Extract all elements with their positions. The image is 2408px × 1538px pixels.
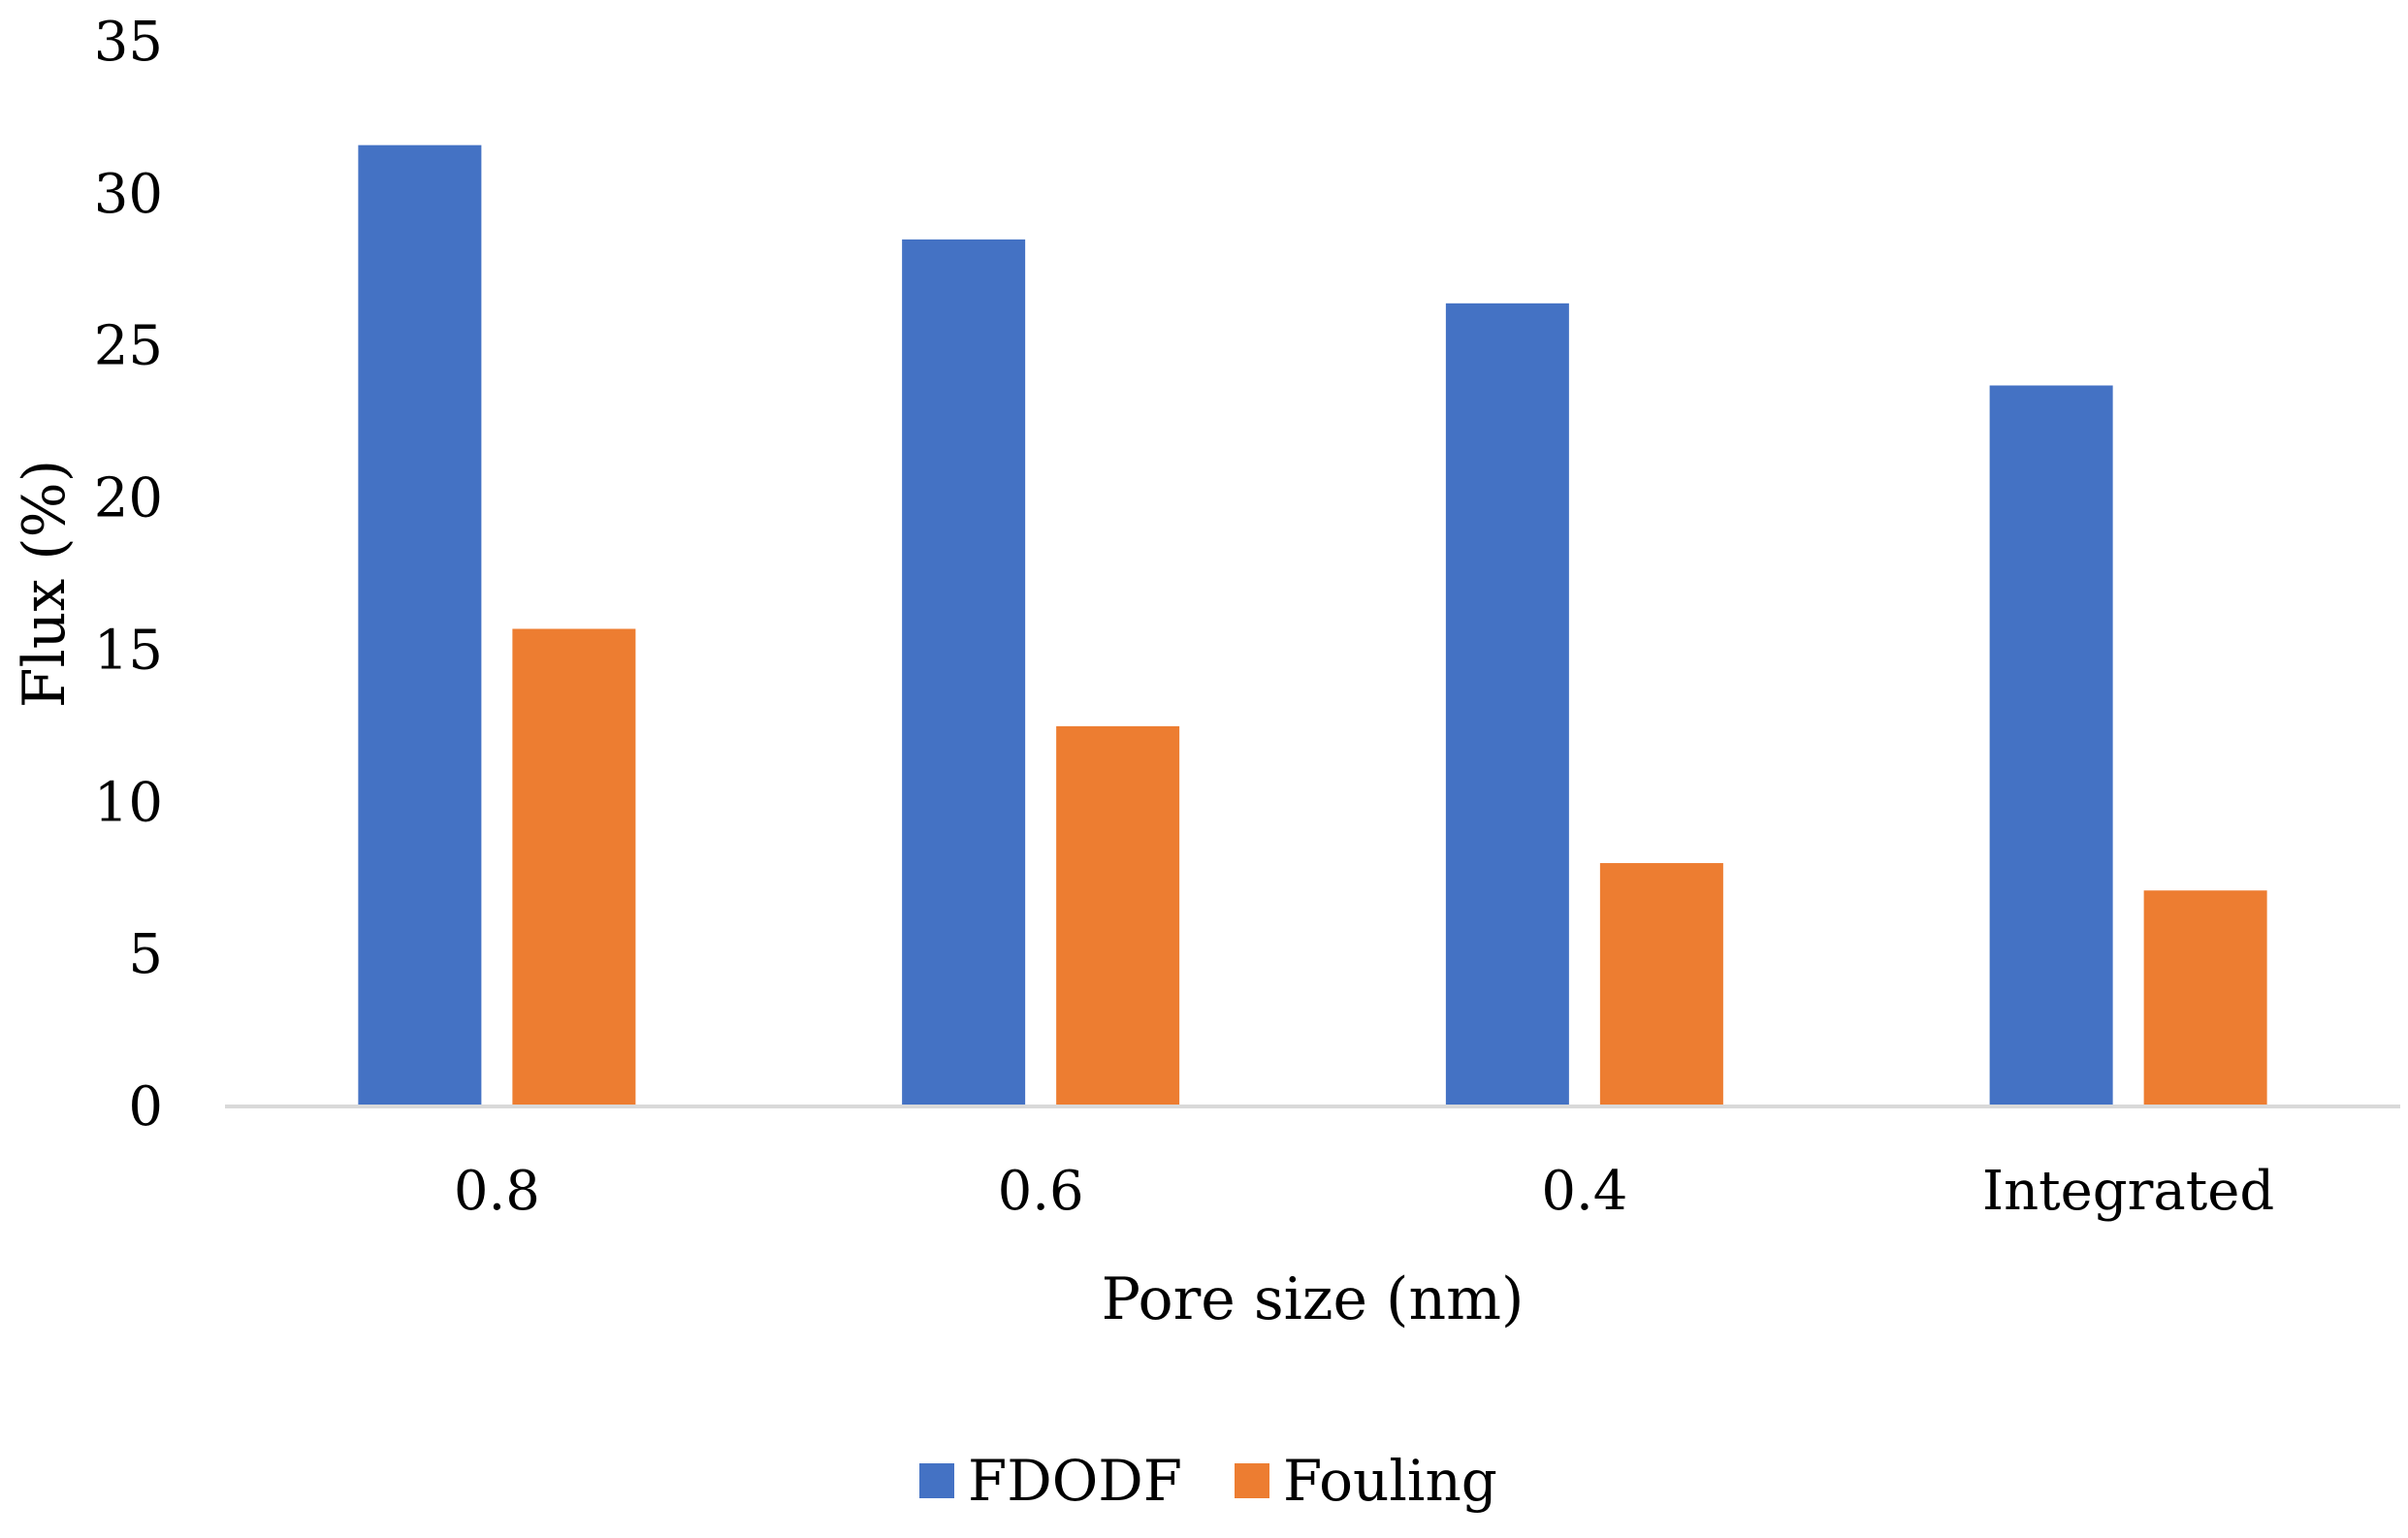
x-axis-title: Pore size (nm) (1102, 1266, 1525, 1333)
bars (358, 144, 2267, 1107)
y-tick-label: 30 (94, 163, 163, 226)
legend: FDODF Fouling (919, 1448, 1497, 1514)
legend-swatch-fdodf (919, 1463, 954, 1498)
y-tick-label: 25 (94, 315, 163, 378)
bar-fdodf-integrated (1989, 385, 2113, 1106)
y-tick-label: 20 (94, 467, 163, 530)
y-tick-label: 0 (128, 1075, 163, 1138)
x-tick-label: 0.8 (454, 1160, 540, 1223)
y-tick-label: 35 (94, 11, 163, 74)
legend-label-fouling: Fouling (1283, 1448, 1497, 1514)
bar-fdodf-0-4 (1445, 303, 1569, 1106)
bar-fdodf-0-6 (902, 239, 1026, 1106)
bar-fouling-0-4 (1599, 863, 1723, 1106)
bar-fouling-0-6 (1056, 725, 1180, 1106)
x-axis-ticks: 0.8 0.6 0.4 Integrated (454, 1160, 2274, 1223)
y-axis-title: Flux (%) (11, 460, 79, 708)
bar-fouling-integrated (2143, 890, 2267, 1106)
bar-fouling-0-8 (512, 628, 636, 1106)
y-axis-ticks: 0 5 10 15 20 25 30 35 (94, 11, 163, 1138)
legend-label-fdodf: FDODF (968, 1448, 1182, 1514)
x-tick-label: 0.4 (1541, 1160, 1627, 1223)
y-tick-label: 10 (94, 771, 163, 834)
y-tick-label: 5 (128, 923, 163, 986)
legend-swatch-fouling (1235, 1463, 1269, 1498)
x-tick-label: 0.6 (998, 1160, 1084, 1223)
x-tick-label: Integrated (1982, 1160, 2274, 1223)
y-tick-label: 15 (94, 619, 163, 682)
bar-fdodf-0-8 (358, 144, 482, 1107)
